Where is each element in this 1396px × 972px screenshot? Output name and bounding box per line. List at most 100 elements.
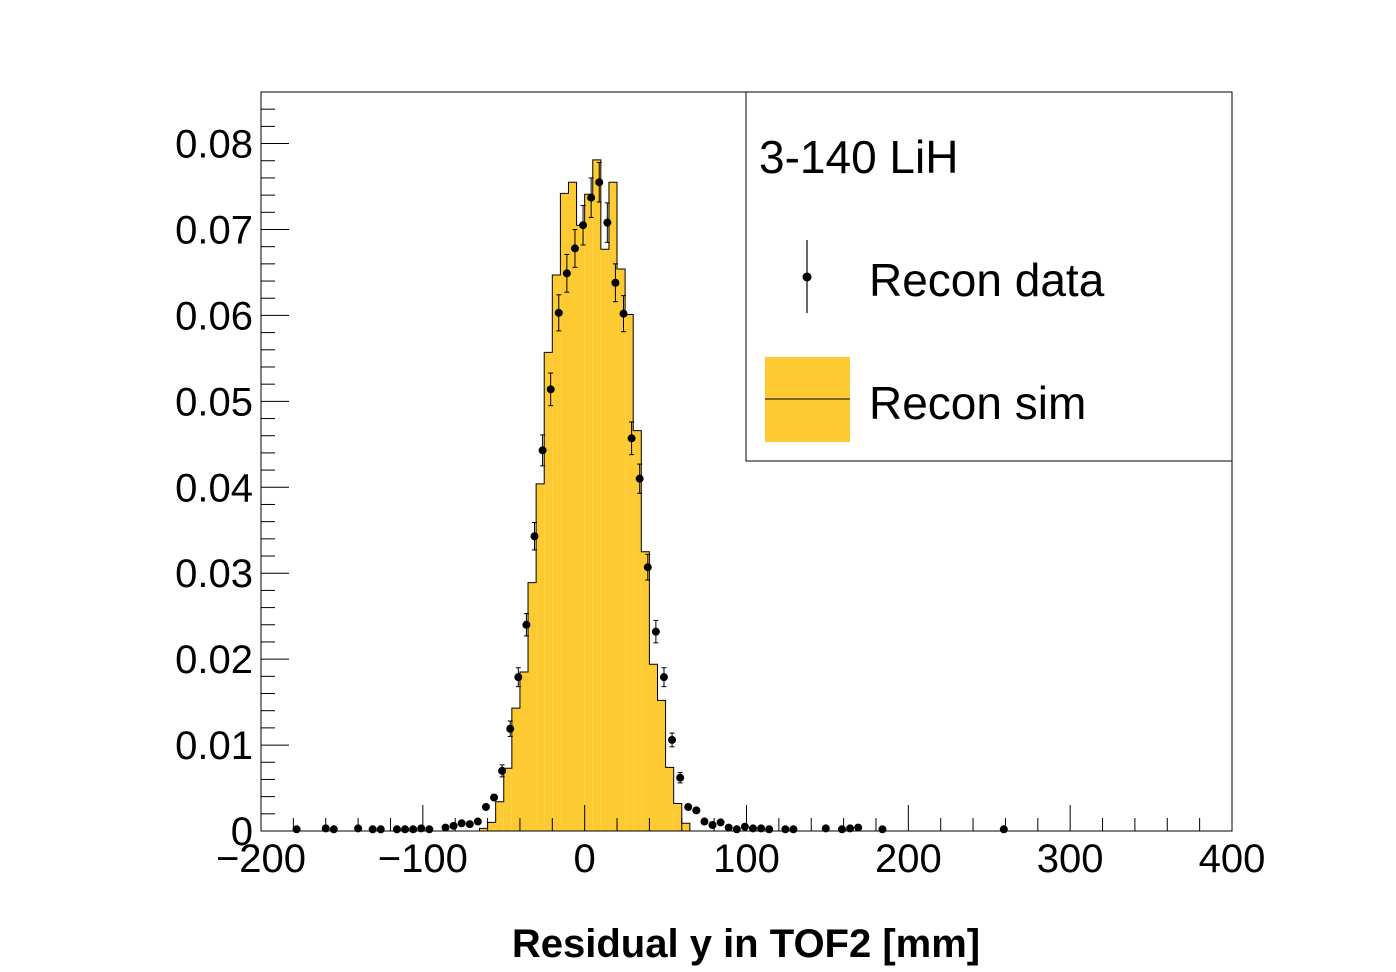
data-point — [498, 764, 507, 778]
data-marker — [417, 824, 426, 833]
data-point — [506, 720, 515, 737]
data-marker — [321, 824, 330, 833]
y-tick-label: 0.06 — [175, 294, 253, 338]
sim-bin — [625, 314, 634, 831]
data-marker — [878, 825, 887, 834]
data-point — [643, 553, 652, 581]
data-marker — [570, 244, 579, 253]
data-point — [999, 825, 1008, 834]
data-marker — [449, 821, 458, 830]
sim-bin — [657, 700, 666, 831]
data-point — [668, 732, 677, 748]
data-point — [481, 802, 490, 811]
data-point — [846, 824, 855, 833]
data-marker — [619, 309, 628, 318]
sim-bin — [528, 582, 537, 831]
data-marker — [506, 724, 515, 733]
data-point — [554, 294, 563, 332]
data-point — [321, 824, 330, 833]
data-marker — [684, 802, 693, 811]
data-marker — [473, 817, 482, 826]
data-marker — [611, 278, 620, 287]
sim-bin — [503, 768, 512, 831]
data-point — [603, 202, 612, 243]
data-marker — [562, 269, 571, 278]
data-marker — [757, 824, 766, 833]
x-tick-label: 400 — [1199, 837, 1266, 881]
x-tick-label: −100 — [378, 837, 468, 881]
data-point — [579, 204, 588, 246]
sim-bin — [536, 483, 545, 831]
data-marker — [668, 735, 677, 744]
y-tick-label: 0 — [231, 810, 253, 854]
data-marker — [465, 820, 474, 829]
data-point — [781, 825, 790, 834]
sim-bin — [560, 193, 569, 831]
data-marker — [538, 446, 547, 455]
data-marker — [651, 627, 660, 636]
data-marker — [789, 825, 798, 834]
sim-bin — [544, 352, 553, 831]
y-tick-label: 0.02 — [175, 638, 253, 682]
data-marker — [457, 819, 466, 828]
axis-ticks: −200 −100 0 100 200 300 400 0 0.01 0.02 0.03 0.04 0.… — [175, 91, 1266, 881]
data-point — [619, 295, 628, 333]
data-point — [595, 161, 604, 203]
data-marker — [368, 825, 377, 834]
data-point — [821, 824, 830, 833]
data-marker — [329, 825, 338, 834]
data-point — [708, 820, 717, 829]
sim-bin — [641, 551, 650, 831]
sim-bin — [681, 823, 690, 831]
data-marker — [292, 825, 301, 834]
y-tick-label: 0.05 — [175, 380, 253, 424]
data-point — [587, 177, 596, 218]
data-marker — [522, 620, 531, 629]
data-point — [732, 825, 741, 834]
data-point — [401, 825, 410, 834]
data-marker — [676, 773, 685, 782]
data-point — [789, 825, 798, 834]
data-point — [611, 263, 620, 303]
data-point — [740, 822, 749, 831]
data-marker — [724, 823, 733, 832]
sim-bin — [617, 269, 626, 832]
data-marker — [627, 434, 636, 443]
data-marker — [392, 825, 401, 834]
data-marker — [700, 817, 709, 826]
sim-bin — [519, 672, 529, 831]
data-marker — [579, 221, 588, 230]
sim-bin — [511, 708, 520, 831]
data-marker — [748, 824, 757, 833]
data-marker — [854, 823, 863, 832]
data-point — [570, 228, 579, 268]
data-marker — [708, 820, 717, 829]
data-marker — [498, 766, 507, 775]
data-point — [392, 825, 401, 834]
legend: 3-140 LiH Recon data Recon sim — [745, 91, 1233, 462]
data-marker — [425, 825, 434, 834]
x-tick-label: 0 — [574, 837, 596, 881]
data-point — [354, 824, 363, 833]
data-point — [684, 802, 693, 811]
data-marker — [481, 802, 490, 811]
sim-bin — [592, 159, 601, 831]
data-point — [757, 824, 766, 833]
y-tick-label: 0.03 — [175, 552, 253, 596]
data-point — [465, 820, 474, 829]
data-point — [724, 823, 733, 832]
sim-bin — [568, 182, 577, 831]
x-tick-label: 100 — [713, 837, 780, 881]
legend-data-label: Recon data — [869, 254, 1105, 306]
data-point — [441, 823, 450, 832]
data-point — [659, 667, 668, 688]
data-marker — [659, 673, 668, 682]
y-tick-label: 0.01 — [175, 724, 253, 768]
data-marker — [821, 824, 830, 833]
data-point — [546, 372, 555, 407]
data-marker — [587, 193, 596, 202]
data-point — [490, 793, 499, 802]
x-tick-label: 300 — [1037, 837, 1104, 881]
data-point — [635, 463, 644, 494]
y-tick-label: 0.08 — [175, 123, 253, 167]
